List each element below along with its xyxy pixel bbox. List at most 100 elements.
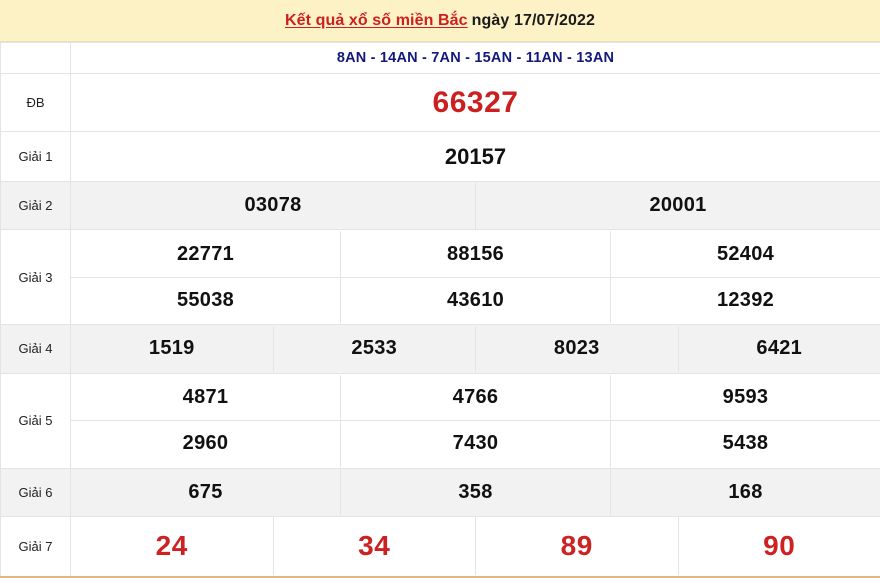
prize-number: 8023 bbox=[553, 337, 600, 360]
prize-cell: 6421 bbox=[677, 325, 880, 372]
prize-cell: 4871 bbox=[71, 375, 340, 421]
prize-grid-line: 03078 20001 bbox=[71, 182, 880, 229]
table-row: Giải 3 22771 88156 52404 bbox=[0, 229, 880, 326]
prize-grid-line: 55038 43610 12392 bbox=[71, 276, 880, 324]
prize-cell: 90 bbox=[677, 517, 880, 576]
prize-cell: 20001 bbox=[475, 182, 880, 229]
prize-number: 675 bbox=[188, 480, 223, 503]
prize-number: 1519 bbox=[148, 337, 195, 360]
prize-cell: 8023 bbox=[475, 325, 678, 372]
prize-cell: 12392 bbox=[610, 277, 880, 324]
prize-number: 24 bbox=[155, 530, 188, 562]
prize-number: 20157 bbox=[444, 143, 507, 169]
prize-cell: 7430 bbox=[340, 421, 610, 467]
prize-grid-g5: 4871 4766 9593 2960 bbox=[71, 374, 880, 467]
prize-grid-g4: 1519 2533 8023 6421 bbox=[71, 325, 880, 372]
prize-grid-db: 66327 bbox=[71, 75, 880, 131]
prize-values-g2: 03078 20001 bbox=[70, 181, 880, 231]
page-title: Kết quả xổ số miền Bắc ngày 17/07/2022 bbox=[285, 12, 595, 30]
prize-number: 4871 bbox=[182, 385, 229, 408]
prize-label-g7: Giải 7 bbox=[0, 515, 71, 578]
table-row: Giải 6 675 358 168 bbox=[0, 467, 880, 517]
prize-label-g6: Giải 6 bbox=[0, 467, 71, 517]
prize-grid-line: 675 358 168 bbox=[71, 469, 880, 516]
prize-grid-g2: 03078 20001 bbox=[71, 182, 880, 229]
page-title-date: ngày 17/07/2022 bbox=[471, 11, 596, 29]
prize-number: 12392 bbox=[716, 289, 775, 312]
prize-cell: 55038 bbox=[71, 278, 340, 324]
prize-values-g4: 1519 2533 8023 6421 bbox=[70, 324, 880, 374]
prize-cell: 66327 bbox=[71, 75, 880, 131]
prize-number: 9593 bbox=[722, 385, 769, 408]
prize-grid-line: 24 34 89 90 bbox=[71, 517, 880, 576]
subtitle-text: 8AN - 14AN - 7AN - 15AN - 11AN - 13AN bbox=[336, 50, 615, 66]
prize-cell: 24 bbox=[71, 517, 273, 575]
prize-grid-line: 22771 88156 52404 bbox=[71, 231, 880, 277]
prize-cell: 4766 bbox=[340, 374, 610, 421]
prize-cell: 43610 bbox=[340, 277, 610, 324]
prize-cell: 358 bbox=[340, 469, 610, 516]
table-row-subtitle: 8AN - 14AN - 7AN - 15AN - 11AN - 13AN bbox=[0, 42, 880, 74]
prize-grid-g1: 20157 bbox=[71, 133, 880, 181]
prize-number: 90 bbox=[763, 530, 796, 562]
prize-number: 55038 bbox=[176, 289, 235, 312]
prize-number: 2533 bbox=[351, 337, 398, 360]
table-row: Giải 7 24 34 89 bbox=[0, 515, 880, 578]
prize-label-g4: Giải 4 bbox=[0, 324, 71, 374]
prize-number: 2960 bbox=[182, 432, 229, 455]
prize-values-g1: 20157 bbox=[70, 131, 880, 183]
prize-label-g5: Giải 5 bbox=[0, 372, 71, 469]
prize-number: 03078 bbox=[244, 194, 302, 217]
prize-cell: 2960 bbox=[71, 421, 340, 467]
prize-cell: 5438 bbox=[610, 421, 880, 467]
prize-grid-g7: 24 34 89 90 bbox=[71, 517, 880, 576]
prize-cell: 9593 bbox=[610, 374, 880, 421]
prize-number: 34 bbox=[358, 530, 391, 562]
prize-values-db: 66327 bbox=[70, 72, 880, 133]
prize-cell: 89 bbox=[475, 517, 678, 576]
prize-grid-line: 2960 7430 5438 bbox=[71, 420, 880, 467]
prize-cell: 88156 bbox=[340, 231, 610, 277]
prize-number: 358 bbox=[458, 480, 493, 503]
table-row: Giải 2 03078 20001 bbox=[0, 181, 880, 231]
prize-grid-line: 1519 2533 8023 6421 bbox=[71, 325, 880, 372]
prize-grid-line: 4871 4766 9593 bbox=[71, 374, 880, 421]
table-row: Giải 5 4871 4766 9593 bbox=[0, 372, 880, 469]
prize-number: 6421 bbox=[756, 337, 803, 360]
prize-cell: 52404 bbox=[610, 231, 880, 277]
page-header: Kết quả xổ số miền Bắc ngày 17/07/2022 bbox=[0, 0, 880, 42]
prize-number: 4766 bbox=[452, 385, 499, 408]
prize-label-g3: Giải 3 bbox=[0, 229, 71, 326]
prize-number: 88156 bbox=[446, 242, 505, 265]
prize-grid-line: 66327 bbox=[71, 75, 880, 131]
prize-values-g7: 24 34 89 90 bbox=[70, 515, 880, 578]
prize-number: 5438 bbox=[722, 432, 769, 455]
prize-cell: 675 bbox=[71, 469, 340, 515]
table-row: ĐB 66327 bbox=[0, 72, 880, 133]
prize-number: 7430 bbox=[452, 432, 499, 455]
lottery-results-table: 8AN - 14AN - 7AN - 15AN - 11AN - 13AN ĐB… bbox=[0, 42, 880, 578]
prize-label-g1: Giải 1 bbox=[0, 131, 71, 183]
prize-cell: 20157 bbox=[71, 133, 880, 181]
prize-cell: 34 bbox=[272, 517, 476, 576]
prize-cell: 22771 bbox=[71, 231, 340, 277]
prize-grid-g6: 675 358 168 bbox=[71, 469, 880, 516]
prize-values-g3: 22771 88156 52404 55038 bbox=[70, 229, 880, 326]
subtitle-spacer-cell bbox=[0, 42, 71, 74]
prize-cell: 03078 bbox=[71, 183, 475, 229]
prize-number: 43610 bbox=[446, 289, 505, 312]
prize-cell: 1519 bbox=[71, 326, 273, 372]
prize-grid-g3: 22771 88156 52404 55038 bbox=[71, 231, 880, 324]
prize-number: 66327 bbox=[432, 85, 519, 119]
table-row: Giải 4 1519 2533 8023 bbox=[0, 324, 880, 374]
prize-cell: 168 bbox=[610, 469, 880, 516]
prize-number: 89 bbox=[560, 530, 593, 562]
prize-label-g2: Giải 2 bbox=[0, 181, 71, 231]
table-row: Giải 1 20157 bbox=[0, 131, 880, 183]
prize-label-db: ĐB bbox=[0, 72, 71, 133]
prize-values-g6: 675 358 168 bbox=[70, 467, 880, 517]
prize-number: 168 bbox=[728, 480, 763, 503]
page-title-main: Kết quả xổ số miền Bắc bbox=[284, 11, 468, 29]
prize-number: 20001 bbox=[649, 194, 707, 217]
prize-cell: 2533 bbox=[272, 325, 476, 372]
